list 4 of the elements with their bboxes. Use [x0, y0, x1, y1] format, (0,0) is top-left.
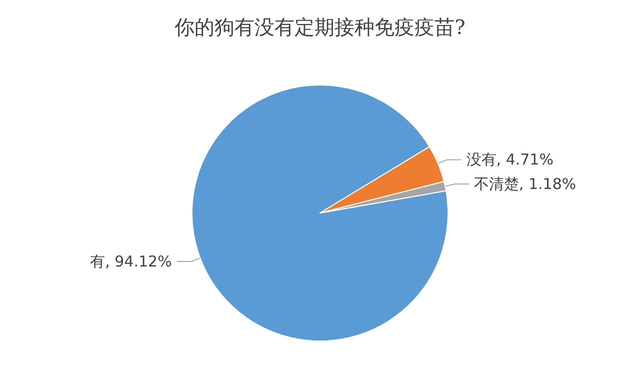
slice-label: 没有, 4.71% — [466, 150, 554, 169]
slice-label: 不清楚, 1.18% — [474, 175, 576, 194]
slice-label: 有, 94.12% — [90, 252, 172, 271]
chart-title: 你的狗有没有定期接种免疫疫苗? — [174, 15, 466, 39]
